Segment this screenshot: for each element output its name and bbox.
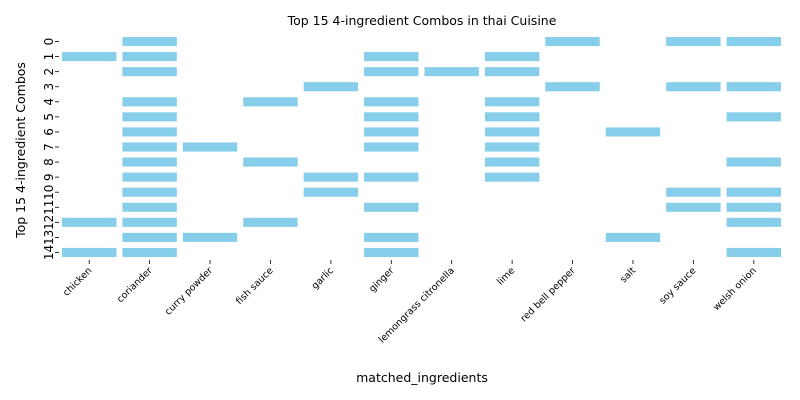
heatmap-cell [303,172,359,182]
y-axis-label: Top 15 4-ingredient Combos [13,62,28,239]
heatmap-cell [484,52,540,62]
y-tick-label: 11 [42,200,56,215]
y-tick-label: 0 [42,38,56,46]
heatmap-cell [666,37,721,47]
heatmap-cell [364,142,419,152]
y-tick-label: 6 [42,128,56,136]
heatmap-cells [62,37,781,257]
heatmap-cell [545,82,600,92]
heatmap-cell [364,97,419,107]
x-tick-label: soy sauce [657,265,698,306]
heatmap-cell [243,157,298,167]
heatmap-cell [364,232,419,242]
heatmap-cell [484,127,540,137]
heatmap-cell [122,127,177,137]
heatmap-cell [605,127,661,137]
x-tick-label: salt [618,265,638,285]
heatmap-cell [122,157,177,167]
y-tick-label: 5 [42,113,56,121]
heatmap-cell [122,217,177,227]
y-tick-label: 1 [42,53,56,61]
heatmap-cell [122,172,177,182]
x-tick-label: chicken [61,265,94,298]
heatmap-cell [364,127,419,137]
heatmap-cell [122,112,177,122]
heatmap-cell [122,187,177,197]
heatmap-cell [484,97,540,107]
chart-title: Top 15 4-ingredient Combos in thai Cuisi… [287,13,557,28]
y-tick-label: 3 [42,83,56,91]
heatmap-cell [62,247,117,257]
heatmap-cell [122,247,177,257]
heatmap-cell [122,37,177,47]
x-tick-label: lime [495,265,517,287]
heatmap-cell [484,142,540,152]
heatmap-cell [182,142,238,152]
heatmap-cell [182,232,238,242]
y-tick-label: 9 [42,173,56,181]
heatmap-cell [62,217,117,227]
heatmap-cell [364,112,419,122]
heatmap-cell [484,172,540,182]
heatmap-cell [726,157,781,167]
heatmap-cell [364,172,419,182]
heatmap-cell [666,187,721,197]
heatmap-cell [605,232,661,242]
heatmap-cell [726,202,781,212]
y-tick-label: 12 [42,215,56,230]
x-tick-label: red bell pepper [519,265,578,324]
heatmap-cell [666,82,721,92]
heatmap-cell [243,217,298,227]
y-tick-label: 7 [42,143,56,151]
heatmap-cell [364,52,419,62]
heatmap-cell [726,217,781,227]
x-tick-label: ginger [367,265,396,294]
heatmap-cell [122,67,177,77]
x-tick-label: fish sauce [234,265,276,307]
y-tick-label: 13 [42,230,56,245]
heatmap-cell [303,187,359,197]
heatmap-cell [364,202,419,212]
heatmap-cell [545,37,600,47]
x-axis-label: matched_ingredients [356,370,488,385]
heatmap-cell [484,157,540,167]
heatmap-cell [726,112,781,122]
y-tick-label: 10 [42,185,56,200]
heatmap-cell [726,82,781,92]
y-tick-label: 4 [42,98,56,106]
heatmap-cell [484,67,540,77]
heatmap-cell [726,187,781,197]
heatmap-cell [122,142,177,152]
heatmap-cell [424,67,479,77]
heatmap-cell [122,202,177,212]
y-tick-label: 2 [42,68,56,76]
heatmap-cell [364,247,419,257]
heatmap-cell [62,52,117,62]
heatmap-cell [243,97,298,107]
heatmap-cell [726,247,781,257]
x-tick-label: curry powder [163,265,215,317]
heatmap-cell [303,82,359,92]
x-axis-ticks: chicken coriander curry powder fish sauce ga… [61,260,759,345]
heatmap-cell [122,232,177,242]
heatmap-cell [122,97,177,107]
heatmap-cell [122,52,177,62]
x-tick-label: garlic [310,265,336,291]
heatmap-cell [364,67,419,77]
heatmap-cell [666,202,721,212]
heatmap-cell [726,37,781,47]
y-tick-label: 14 [42,245,56,260]
x-tick-label: welsh onion [711,265,759,313]
heatmap-cell [484,112,540,122]
x-tick-label: coriander [115,265,155,305]
y-tick-label: 8 [42,158,56,166]
